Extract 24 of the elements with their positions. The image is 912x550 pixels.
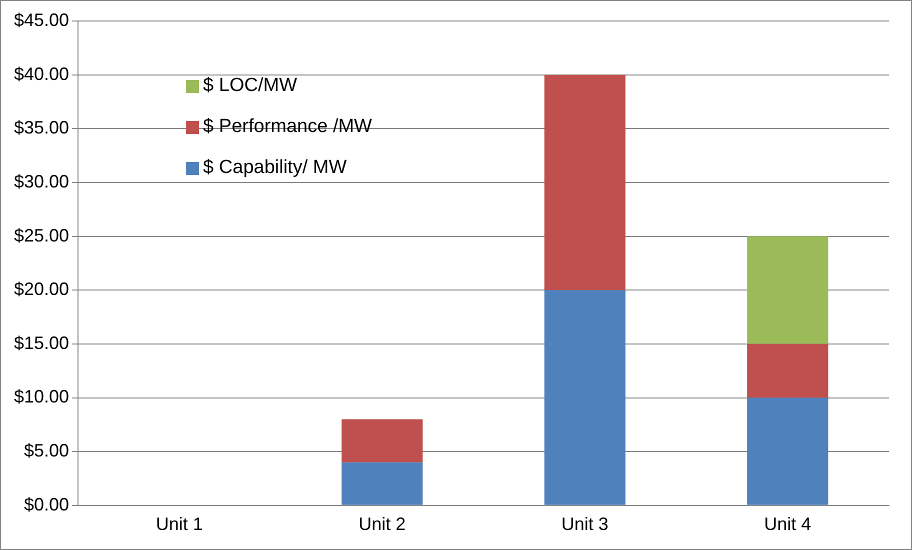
legend-label: $ LOC/MW [203, 75, 298, 96]
y-tick-label: $20.00 [14, 279, 70, 300]
legend-label: $ Performance /MW [203, 116, 372, 138]
y-tick-label: $40.00 [14, 64, 70, 84]
x-tick-label: Unit 3 [561, 514, 608, 534]
y-tick-label: $15.00 [14, 332, 70, 353]
bar [747, 398, 828, 505]
legend-label: $ Capability/ MW [203, 157, 347, 178]
x-tick-label: Unit 2 [358, 514, 406, 534]
bar [342, 462, 423, 505]
bar [747, 236, 828, 344]
x-tick-label: Unit 4 [764, 514, 812, 534]
bar [544, 74, 626, 290]
y-tick-label: $30.00 [14, 171, 70, 192]
y-tick-label: $5.00 [24, 440, 70, 461]
y-tick-label: $35.00 [14, 118, 70, 138]
y-tick-label: $25.00 [14, 225, 70, 246]
bar [342, 419, 423, 462]
y-tick-label: $10.00 [14, 386, 70, 407]
x-tick-label: Unit 1 [156, 514, 203, 534]
y-tick-label: $45.00 [14, 10, 70, 30]
bar [747, 344, 828, 398]
y-tick-label: $0.00 [24, 494, 70, 514]
bar [544, 290, 626, 505]
